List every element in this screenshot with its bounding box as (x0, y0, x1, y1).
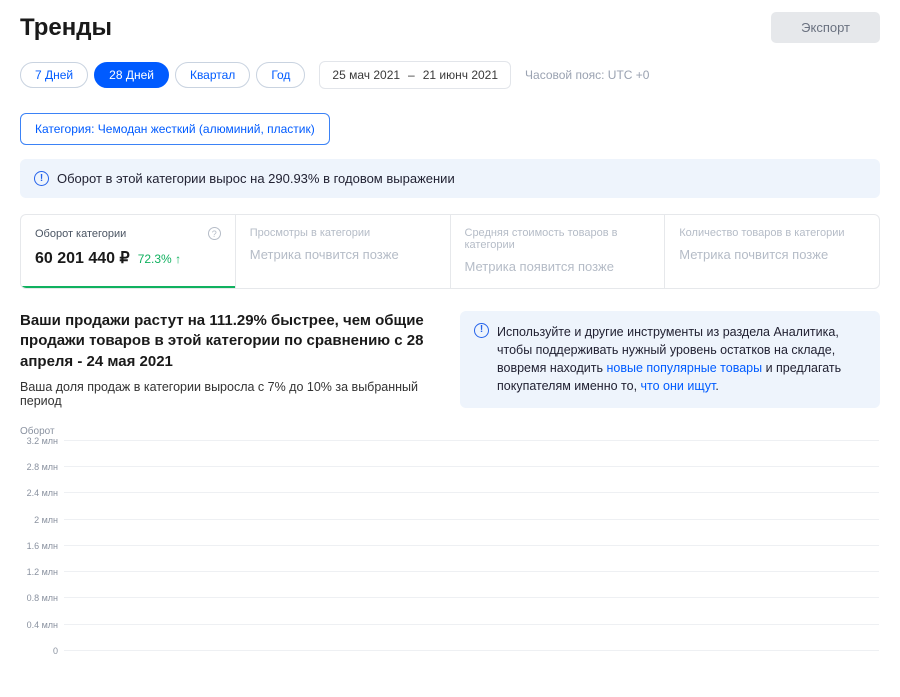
insight-title: Ваши продажи растут на 111.29% быстрее, … (20, 311, 442, 372)
date-to: 21 июнч 2021 (423, 68, 498, 82)
metric-value: Метрика появится позже (465, 259, 651, 274)
period-pill[interactable]: Квартал (175, 62, 250, 88)
growth-alert: ! Оборот в этой категории вырос на 290.9… (20, 159, 880, 198)
y-tick: 2.8 млн (27, 462, 58, 472)
page-title: Тренды (20, 14, 112, 42)
chart-area: Оборот 3.2 млн 2.8 млн 2.4 млн 2 млн 1.6 млн… (20, 426, 880, 677)
growth-alert-text: Оборот в этой категории вырос на 290.93%… (57, 171, 455, 186)
date-sep: – (408, 68, 415, 82)
metric-label: Оборот категории? (35, 227, 221, 240)
grid-line (64, 492, 879, 493)
metric-card[interactable]: Средняя стоимость товаров в категории Мет… (451, 215, 666, 288)
y-tick: 1.6 млн (27, 541, 58, 551)
period-pill[interactable]: 7 Дней (20, 62, 88, 88)
chart-plot (64, 441, 880, 651)
y-tick: 0.8 млн (27, 593, 58, 603)
grid-line (64, 440, 879, 441)
y-tick: 0 (53, 646, 58, 656)
tip-link-new-products[interactable]: новые популярные товары (606, 361, 762, 375)
y-axis: 3.2 млн2.8 млн2.4 млн2 млн1.6 млн1.2 млн… (20, 441, 64, 651)
timezone-label: Часовой пояс: UTC +0 (525, 68, 649, 82)
help-icon[interactable]: ? (208, 227, 221, 240)
export-button[interactable]: Экспорт (771, 12, 880, 43)
insight-tip: ! Используйте и другие инструменты из ра… (460, 311, 880, 408)
metric-value: Метрика почвится позже (250, 247, 436, 262)
metric-row: Оборот категории? 60 201 440 ₽72.3% ↑ Прос… (20, 214, 880, 289)
insight-left: Ваши продажи растут на 111.29% быстрее, … (20, 311, 442, 408)
metric-value: 60 201 440 ₽72.3% ↑ (35, 248, 221, 268)
metric-label: Количество товаров в категории (679, 227, 865, 239)
tip-link-what-they-want[interactable]: что они ищут (641, 379, 716, 393)
grid-line (64, 545, 879, 546)
period-pills: 7 Дней28 ДнейКварталГод (20, 62, 305, 88)
metric-label: Просмотры в категории (250, 227, 436, 239)
y-tick: 1.2 млн (27, 567, 58, 577)
insight-sub: Ваша доля продаж в категории выросла с 7… (20, 380, 442, 408)
metric-card[interactable]: Просмотры в категории Метрика почвится по… (236, 215, 451, 288)
y-tick: 3.2 млн (27, 436, 58, 446)
grid-line (64, 650, 879, 651)
tip-text: . (715, 379, 718, 393)
category-chip[interactable]: Категория: Чемодан жесткий (алюминий, пл… (20, 113, 330, 145)
info-icon: ! (474, 323, 489, 338)
y-tick: 2.4 млн (27, 488, 58, 498)
metric-card[interactable]: Оборот категории? 60 201 440 ₽72.3% ↑ (21, 215, 236, 288)
grid-line (64, 466, 879, 467)
metric-value: Метрика почвится позже (679, 247, 865, 262)
period-pill[interactable]: Год (256, 62, 305, 88)
y-tick: 0.4 млн (27, 620, 58, 630)
grid-line (64, 624, 879, 625)
info-icon: ! (34, 171, 49, 186)
active-tab-indicator (21, 286, 235, 288)
metric-delta: 72.3% ↑ (138, 252, 181, 266)
y-tick: 2 млн (34, 515, 58, 525)
grid-line (64, 571, 879, 572)
chart-y-title: Оборот (20, 426, 880, 437)
metric-label: Средняя стоимость товаров в категории (465, 227, 651, 251)
period-pill[interactable]: 28 Дней (94, 62, 169, 88)
grid-line (64, 519, 879, 520)
date-range[interactable]: 25 мач 2021 – 21 июнч 2021 (319, 61, 511, 89)
date-from: 25 мач 2021 (332, 68, 400, 82)
metric-card[interactable]: Количество товаров в категории Метрика по… (665, 215, 879, 288)
grid-line (64, 597, 879, 598)
